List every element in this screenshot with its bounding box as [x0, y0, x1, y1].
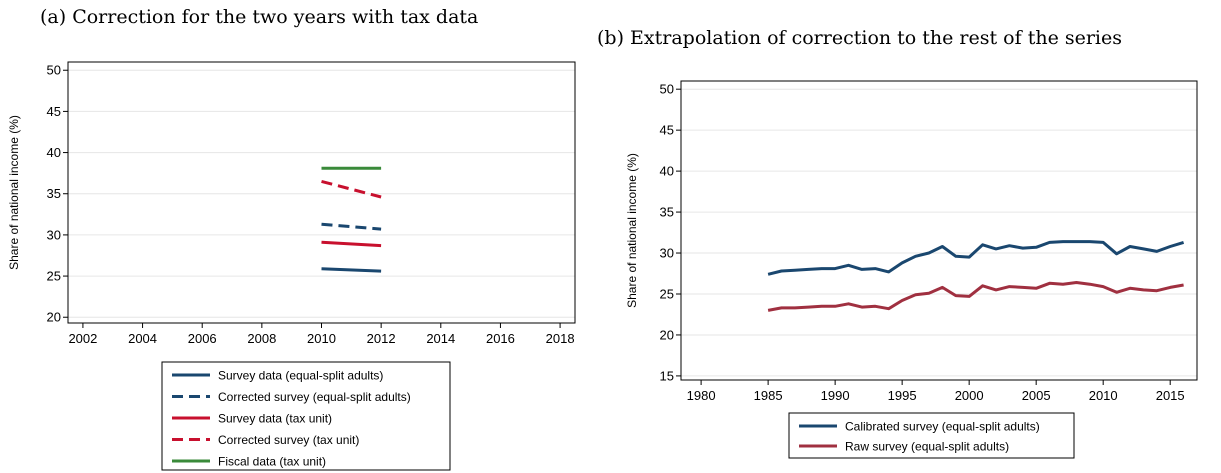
- x-tick-label: 2010: [307, 331, 336, 346]
- chart-panel-b: 15 20 25 30 35 40 45 50 1980 1985 1990 1995 2000 2005…: [625, 80, 1198, 459]
- x-tick-label: 2000: [955, 388, 984, 403]
- legend-box: [161, 361, 451, 471]
- y-tick-label: 25: [660, 286, 674, 301]
- legend: Calibrated survey (equal-split adults) Ra…: [788, 412, 1075, 459]
- x-tick-label: 1980: [687, 388, 716, 403]
- x-tick-label: 2012: [367, 331, 396, 346]
- panel-a-caption: (a) Correction for the two years with ta…: [40, 6, 479, 28]
- legend-label-3: Survey data (tax unit): [218, 412, 332, 426]
- series-line-1: [321, 267, 382, 273]
- plot-area: [67, 61, 576, 324]
- y-tick-label: 30: [47, 227, 61, 242]
- x-tick-label: 2008: [247, 331, 276, 346]
- x-tick-label: 2016: [486, 331, 515, 346]
- y-tick-label: 20: [47, 310, 61, 325]
- y-tick-label: 25: [47, 269, 61, 284]
- y-tick-label: 20: [660, 327, 674, 342]
- x-tick-label: 2006: [188, 331, 217, 346]
- x-tick-label: 2015: [1156, 388, 1185, 403]
- y-tick-label: 40: [47, 145, 61, 160]
- y-tick-label: 35: [660, 205, 674, 220]
- x-tick-label: 2010: [1089, 388, 1118, 403]
- legend-box: [788, 412, 1075, 459]
- x-tick-label: 2002: [68, 331, 97, 346]
- legend-label-2: Corrected survey (equal-split adults): [218, 390, 411, 404]
- x-tick-label: 2014: [426, 331, 455, 346]
- x-tick-label: 1985: [754, 388, 783, 403]
- legend: Survey data (equal-split adults) Correcte…: [161, 361, 451, 471]
- plot-frame: [680, 80, 1198, 381]
- x-tick-label: 1995: [888, 388, 917, 403]
- y-axis-title: Share of national income (%): [7, 115, 21, 270]
- y-tick-label: 15: [660, 368, 674, 383]
- x-tick-label: 2004: [128, 331, 157, 346]
- series-line-2: [321, 222, 382, 231]
- legend-label-5: Fiscal data (tax unit): [218, 455, 326, 469]
- plot-area: [680, 80, 1198, 381]
- series-line-3: [321, 240, 382, 248]
- chart-panel-a: 20 25 30 35 40 45 50 2002 2004 2006 2008 2010 2012 20…: [7, 61, 576, 471]
- y-axis-title: Share of national income (%): [625, 153, 639, 308]
- x-tick-label: 1990: [821, 388, 850, 403]
- y-tick-label: 30: [660, 246, 674, 261]
- y-tick-label: 45: [47, 104, 61, 119]
- series-line-1: [767, 240, 1185, 276]
- series-line-4: [321, 179, 382, 199]
- legend-label-4: Corrected survey (tax unit): [218, 433, 359, 447]
- y-tick-label: 40: [660, 164, 674, 179]
- y-tick-label: 50: [47, 63, 61, 78]
- x-tick-label: 2018: [546, 331, 575, 346]
- y-tick-label: 50: [660, 82, 674, 97]
- legend-label-2: Raw survey (equal-split adults): [845, 440, 1009, 454]
- legend-label-1: Survey data (equal-split adults): [218, 369, 383, 383]
- legend-label-1: Calibrated survey (equal-split adults): [845, 420, 1040, 434]
- series-line-2: [767, 281, 1184, 312]
- x-tick-label: 2005: [1022, 388, 1051, 403]
- panel-b-caption: (b) Extrapolation of correction to the r…: [597, 27, 1122, 49]
- y-tick-label: 45: [660, 123, 674, 138]
- plot-frame: [67, 61, 576, 324]
- y-tick-label: 35: [47, 186, 61, 201]
